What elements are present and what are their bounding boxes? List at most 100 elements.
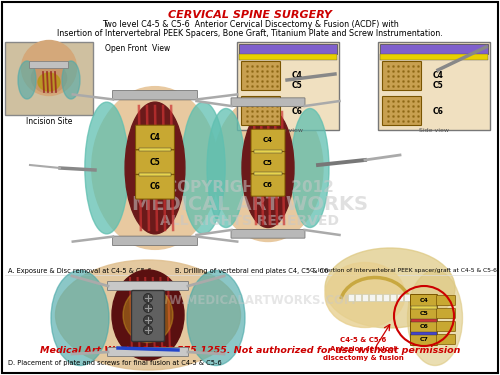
Ellipse shape xyxy=(85,102,128,234)
Ellipse shape xyxy=(291,108,329,228)
FancyBboxPatch shape xyxy=(382,62,422,90)
Text: Side view: Side view xyxy=(419,128,449,133)
Ellipse shape xyxy=(51,270,109,366)
FancyBboxPatch shape xyxy=(112,236,198,246)
Text: Incision Site: Incision Site xyxy=(26,117,72,126)
FancyBboxPatch shape xyxy=(251,174,285,196)
Text: C6: C6 xyxy=(420,324,428,329)
FancyBboxPatch shape xyxy=(132,291,164,342)
Text: C4: C4 xyxy=(420,298,428,303)
FancyBboxPatch shape xyxy=(112,90,198,100)
Text: C4: C4 xyxy=(150,133,160,142)
FancyBboxPatch shape xyxy=(231,230,305,238)
FancyBboxPatch shape xyxy=(136,150,174,174)
FancyBboxPatch shape xyxy=(436,321,456,332)
Text: B. Drilling of vertebral end plates C4, C5 & C6: B. Drilling of vertebral end plates C4, … xyxy=(175,268,328,274)
Ellipse shape xyxy=(22,40,76,96)
Text: C4-5 & C5-6: C4-5 & C5-6 xyxy=(340,337,386,343)
Ellipse shape xyxy=(242,108,294,228)
Ellipse shape xyxy=(182,102,225,234)
FancyBboxPatch shape xyxy=(242,96,281,126)
Text: C7: C7 xyxy=(420,337,428,342)
Text: C4: C4 xyxy=(292,72,303,81)
Text: Side view: Side view xyxy=(273,128,303,133)
Ellipse shape xyxy=(408,270,463,366)
Bar xyxy=(390,294,396,301)
Text: C4: C4 xyxy=(263,137,273,143)
Text: C6: C6 xyxy=(433,106,444,116)
Circle shape xyxy=(144,315,152,324)
Ellipse shape xyxy=(123,288,173,342)
Bar xyxy=(239,54,337,60)
Bar xyxy=(138,172,172,176)
Text: Medical Art Works © 866.575.1255. Not authorized for use without permission: Medical Art Works © 866.575.1255. Not au… xyxy=(40,346,460,355)
Bar xyxy=(376,294,382,301)
FancyBboxPatch shape xyxy=(136,175,174,199)
Bar xyxy=(237,42,339,130)
Text: A. Exposure & Disc removal at C4-5 & C5-6: A. Exposure & Disc removal at C4-5 & C5-… xyxy=(8,268,152,274)
Text: CERVICAL SPINE SURGERY: CERVICAL SPINE SURGERY xyxy=(168,10,332,20)
Text: discectomy & fusion: discectomy & fusion xyxy=(322,355,404,361)
Circle shape xyxy=(144,326,152,334)
Text: D. Placement of plate and screws for final fusion at C4-5 & C5-6: D. Placement of plate and screws for fin… xyxy=(8,360,222,366)
Bar xyxy=(411,332,437,335)
Ellipse shape xyxy=(32,63,66,93)
Ellipse shape xyxy=(38,73,60,91)
Bar xyxy=(348,294,354,301)
FancyBboxPatch shape xyxy=(410,308,438,320)
Bar xyxy=(380,54,488,60)
Text: Two level C4-5 & C5-6  Anterior Cervical Discectomy & Fusion (ACDF) with: Two level C4-5 & C5-6 Anterior Cervical … xyxy=(102,20,399,29)
FancyBboxPatch shape xyxy=(251,152,285,174)
Text: C5: C5 xyxy=(263,160,273,166)
Bar xyxy=(411,319,437,322)
FancyBboxPatch shape xyxy=(231,98,305,106)
Bar xyxy=(380,44,488,54)
Circle shape xyxy=(144,294,152,303)
Ellipse shape xyxy=(62,61,80,99)
FancyBboxPatch shape xyxy=(242,62,281,90)
FancyBboxPatch shape xyxy=(136,125,174,150)
Text: Insertion of Intervertebral PEEK Spacers, Bone Graft, Titanium Plate and Screw I: Insertion of Intervertebral PEEK Spacers… xyxy=(57,29,443,38)
Bar xyxy=(378,42,490,130)
Bar xyxy=(411,306,437,309)
Text: C4: C4 xyxy=(433,72,444,81)
Ellipse shape xyxy=(112,270,184,360)
Text: MEDICAL ART WORKS: MEDICAL ART WORKS xyxy=(132,195,368,214)
Ellipse shape xyxy=(92,87,218,249)
Text: C5: C5 xyxy=(292,81,303,90)
Bar xyxy=(355,294,360,301)
Ellipse shape xyxy=(56,260,240,370)
Ellipse shape xyxy=(187,270,245,366)
Text: COPYRIGHT © 2012: COPYRIGHT © 2012 xyxy=(166,180,334,195)
Ellipse shape xyxy=(325,262,405,327)
FancyBboxPatch shape xyxy=(30,62,68,69)
Bar xyxy=(254,150,282,153)
Text: Open Front  View: Open Front View xyxy=(105,44,170,53)
Text: C5: C5 xyxy=(433,81,444,90)
Bar xyxy=(383,294,388,301)
FancyBboxPatch shape xyxy=(108,282,188,291)
Bar xyxy=(362,294,368,301)
FancyBboxPatch shape xyxy=(436,309,456,318)
Text: C6: C6 xyxy=(292,106,303,116)
Bar xyxy=(397,294,402,301)
Bar xyxy=(5,42,93,115)
Bar xyxy=(404,294,409,301)
Text: C6: C6 xyxy=(150,182,160,191)
Text: C6: C6 xyxy=(263,182,273,188)
FancyBboxPatch shape xyxy=(436,334,456,345)
FancyBboxPatch shape xyxy=(382,96,422,126)
Text: Anterior cervical: Anterior cervical xyxy=(330,346,396,352)
FancyBboxPatch shape xyxy=(410,333,438,345)
FancyBboxPatch shape xyxy=(108,348,188,357)
Text: C5: C5 xyxy=(150,158,160,166)
Bar xyxy=(369,294,374,301)
Bar xyxy=(239,44,337,54)
Text: C5: C5 xyxy=(420,311,428,316)
Text: WWW.MEDICALARTWORKS.COM: WWW.MEDICALARTWORKS.COM xyxy=(144,294,356,306)
Ellipse shape xyxy=(325,248,455,328)
Ellipse shape xyxy=(125,102,185,234)
Ellipse shape xyxy=(213,94,323,242)
Ellipse shape xyxy=(18,61,36,99)
FancyBboxPatch shape xyxy=(410,294,438,306)
